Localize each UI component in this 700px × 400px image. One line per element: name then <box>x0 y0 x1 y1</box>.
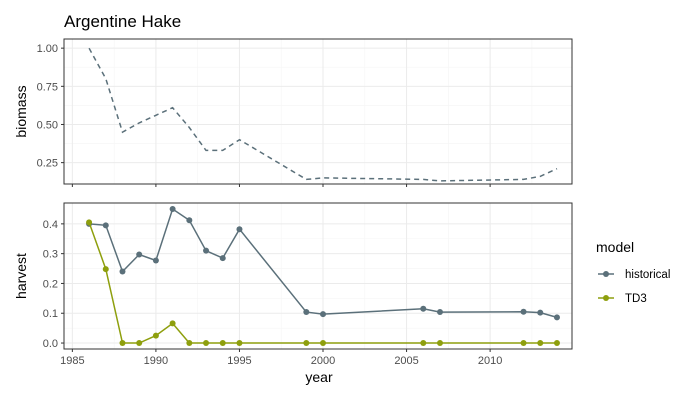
x-axis: 1985 1990 1995 2000 2005 2010 <box>60 349 502 367</box>
harvest-data-point-TD3 <box>236 340 243 347</box>
harvest-gridlines <box>64 203 572 349</box>
harvest-data-point-historical <box>520 308 527 315</box>
harvest-data-point-historical <box>553 314 560 321</box>
harvest-data-point-historical <box>203 247 210 254</box>
legend-key-point <box>603 295 609 301</box>
biomass-x-ticks <box>71 184 491 187</box>
y-tick-label: 0.3 <box>43 249 58 261</box>
chart-title: Argentine Hake <box>64 12 181 31</box>
y-tick-label: 0.25 <box>37 158 58 170</box>
y-tick-label: 0.0 <box>43 338 58 350</box>
harvest-data-point-historical <box>420 305 427 312</box>
harvest-data-point-TD3 <box>553 340 560 347</box>
biomass-series <box>88 47 558 182</box>
harvest-data-point-historical <box>136 251 143 258</box>
harvest-data-point-historical <box>303 309 310 316</box>
harvest-panel: 0.0 0.1 0.2 0.3 0.4 1985 1990 1995 2000 2005 2010… <box>13 202 573 367</box>
harvest-data-point-TD3 <box>86 219 93 226</box>
x-tick-label: 2000 <box>311 355 335 367</box>
harvest-data-point-historical <box>169 205 176 212</box>
legend-items: historical TD3 <box>598 269 670 305</box>
harvest-data-point-TD3 <box>320 340 327 347</box>
harvest-data-point-historical <box>219 255 226 262</box>
harvest-data-point-TD3 <box>102 266 109 273</box>
biomass-panel: 0.25 0.50 0.75 1.00 biomass <box>13 38 573 187</box>
legend-label: historical <box>625 269 670 281</box>
harvest-data-point-historical <box>537 309 544 316</box>
x-tick-label: 2010 <box>478 355 502 367</box>
y-tick-label: 1.00 <box>37 43 58 55</box>
harvest-data-point-historical <box>119 268 126 275</box>
harvest-data-point-TD3 <box>436 340 443 347</box>
harvest-data-point-TD3 <box>119 340 126 347</box>
x-axis-title: year <box>305 369 333 385</box>
harvest-data-point-TD3 <box>169 320 176 327</box>
y-tick-label: 0.2 <box>43 278 58 290</box>
x-tick-label: 1985 <box>60 355 84 367</box>
harvest-data-point-historical <box>236 226 243 233</box>
x-tick-label: 1995 <box>227 355 251 367</box>
x-tick-label: 2005 <box>394 355 418 367</box>
legend: model historical TD3 <box>596 239 670 305</box>
harvest-data-point-TD3 <box>537 340 544 347</box>
harvest-data-point-TD3 <box>203 340 210 347</box>
y-tick-label: 0.75 <box>37 81 58 93</box>
harvest-data-point-historical <box>436 309 443 316</box>
harvest-data-point-historical <box>102 222 109 229</box>
harvest-data-point-TD3 <box>520 340 527 347</box>
harvest-data-point-historical <box>152 257 159 264</box>
biomass-y-axis-title: biomass <box>13 85 29 137</box>
harvest-data-point-historical <box>320 311 327 318</box>
harvest-data-point-historical <box>186 217 193 224</box>
legend-label: TD3 <box>625 293 647 305</box>
legend-title: model <box>596 239 634 255</box>
y-tick-label: 0.50 <box>37 119 58 131</box>
harvest-data-point-TD3 <box>219 340 226 347</box>
harvest-data-point-TD3 <box>420 340 427 347</box>
legend-key-point <box>603 271 609 277</box>
y-tick-label: 0.1 <box>43 308 58 320</box>
harvest-data-point-TD3 <box>136 340 143 347</box>
harvest-data-point-TD3 <box>186 340 193 347</box>
y-tick-label: 0.4 <box>43 219 58 231</box>
x-tick-label: 1990 <box>144 355 168 367</box>
harvest-data-point-TD3 <box>303 340 310 347</box>
harvest-series <box>86 205 560 347</box>
biomass-y-axis: 0.25 0.50 0.75 1.00 <box>37 43 64 170</box>
harvest-panel-border <box>63 202 573 350</box>
harvest-y-axis-title: harvest <box>13 253 29 299</box>
harvest-y-axis: 0.0 0.1 0.2 0.3 0.4 <box>43 219 64 350</box>
harvest-data-point-TD3 <box>152 332 159 339</box>
biomass-panel-border <box>63 38 573 185</box>
biomass-series-line-historical <box>88 47 558 182</box>
biomass-gridlines <box>64 39 572 184</box>
